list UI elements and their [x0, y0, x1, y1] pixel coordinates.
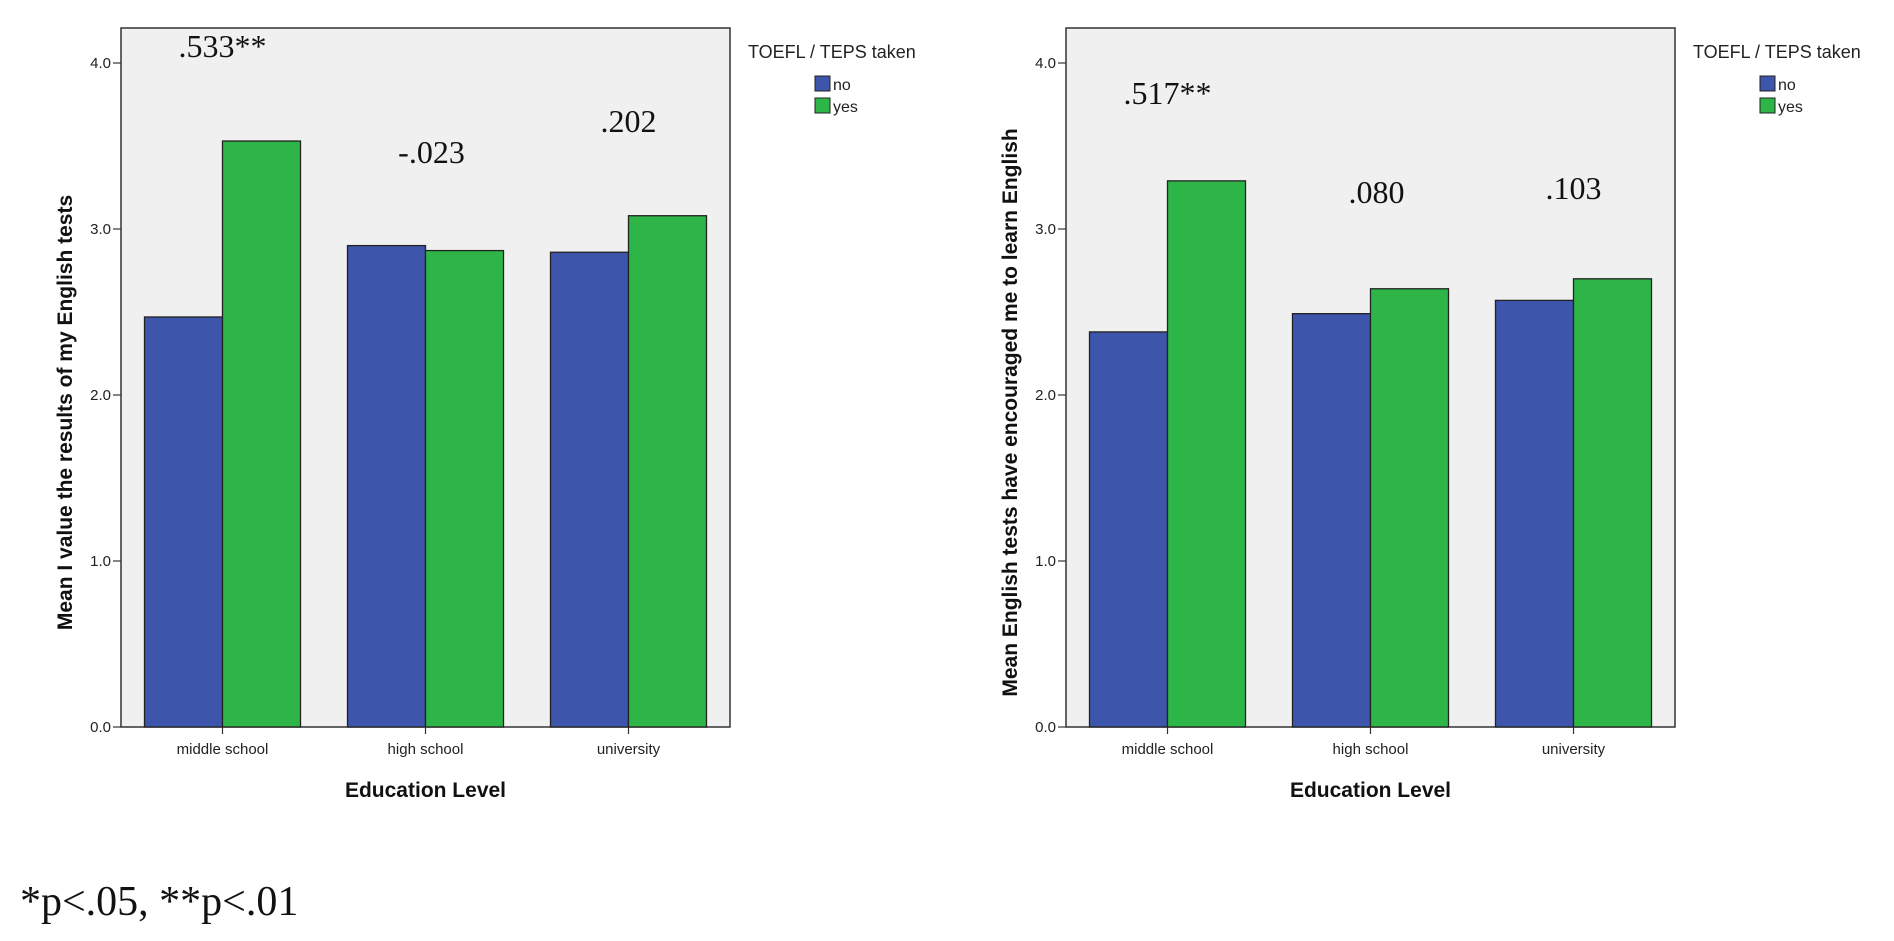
correlation-annotation: .103 [1546, 170, 1602, 206]
bar-yes-1 [221, 140, 302, 728]
bar-yes-3 [1572, 278, 1653, 728]
y-axis-title: Mean English tests have encouraged me to… [999, 128, 1022, 696]
bar-no-1 [143, 316, 224, 728]
bar-no-2 [346, 244, 427, 728]
y-axis-title: Mean I value the results of my English t… [54, 195, 77, 630]
y-tick-label: 3.0 [90, 221, 111, 238]
bar-no-3 [1494, 299, 1575, 728]
y-tick-label: 2.0 [1035, 387, 1056, 404]
legend-swatch-no [814, 75, 831, 92]
x-tick-label: university [1542, 741, 1606, 758]
bar-no-1 [1088, 331, 1169, 728]
legend: TOEFL / TEPS taken no yes [748, 42, 916, 116]
legend-swatch-yes [814, 97, 831, 114]
legend-title: TOEFL / TEPS taken [1693, 42, 1861, 62]
x-tick-label: high school [1333, 741, 1409, 758]
bar-no-3 [549, 251, 630, 728]
x-axis-title: Education Level [1290, 779, 1451, 802]
legend-label-yes: yes [1778, 99, 1803, 116]
legend-swatch-yes [1759, 97, 1776, 114]
y-tick-label: 0.0 [1035, 719, 1056, 736]
legend-label-yes: yes [833, 99, 858, 116]
legend-label-no: no [1778, 77, 1796, 94]
correlation-annotation: -.023 [398, 134, 465, 170]
correlation-annotation: .517** [1124, 75, 1212, 111]
bar-yes-1 [1166, 180, 1247, 728]
y-tick-label: 4.0 [90, 55, 111, 72]
y-tick-label: 3.0 [1035, 221, 1056, 238]
y-tick-label: 0.0 [90, 719, 111, 736]
bar-yes-2 [1369, 288, 1450, 728]
x-tick-label: middle school [177, 741, 269, 758]
bar-yes-3 [627, 215, 708, 728]
chart-2: 0.0 1.0 2.0 3.0 4.0 middle school .517** high s… [999, 27, 1861, 802]
bar-no-2 [1291, 313, 1372, 728]
y-tick-label: 2.0 [90, 387, 111, 404]
correlation-annotation: .080 [1349, 174, 1405, 210]
x-tick-label: university [597, 741, 661, 758]
x-axis-title: Education Level [345, 779, 506, 802]
significance-footnote: *p<.05, **p<.01 [20, 879, 299, 925]
chart-1: 0.0 1.0 2.0 3.0 4.0 middle school .533** high s… [54, 27, 916, 802]
y-tick-label: 1.0 [1035, 553, 1056, 570]
y-tick-label: 4.0 [1035, 55, 1056, 72]
x-tick-label: middle school [1122, 741, 1214, 758]
correlation-annotation: .533** [179, 28, 267, 64]
legend-label-no: no [833, 77, 851, 94]
bar-yes-2 [424, 249, 505, 728]
legend-swatch-no [1759, 75, 1776, 92]
y-tick-label: 1.0 [90, 553, 111, 570]
correlation-annotation: .202 [601, 103, 657, 139]
x-tick-label: high school [388, 741, 464, 758]
legend-title: TOEFL / TEPS taken [748, 42, 916, 62]
legend: TOEFL / TEPS taken no yes [1693, 42, 1861, 116]
